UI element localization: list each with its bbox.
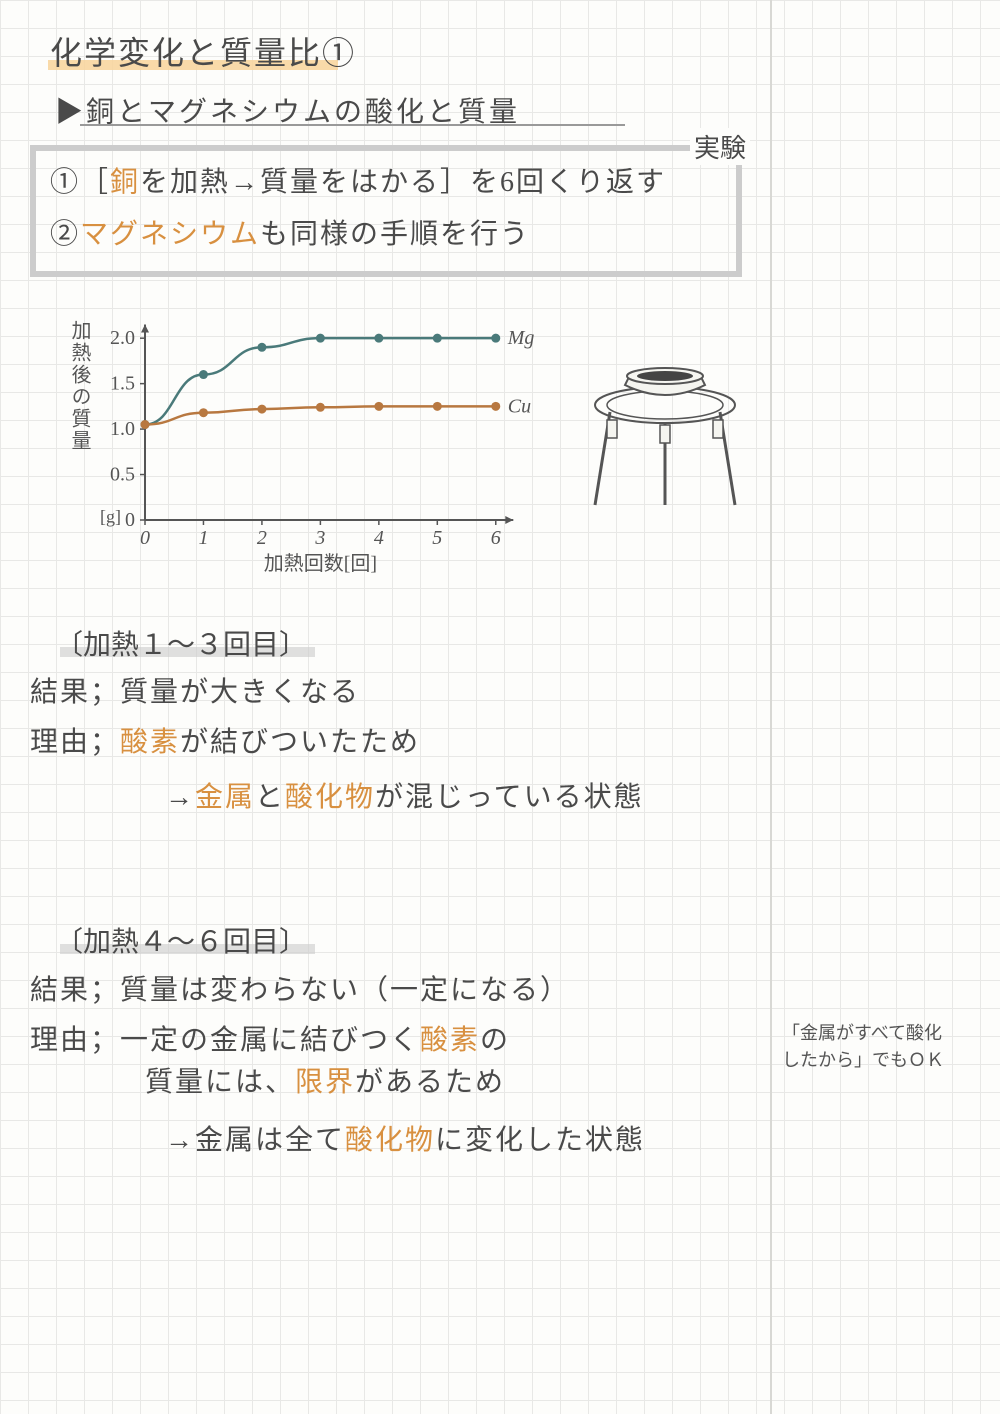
svg-text:1: 1 [198, 527, 208, 549]
margin-line [770, 0, 772, 1414]
section1-heading: 〔加熱１～３回目〕 [55, 623, 307, 663]
svg-text:[g]: [g] [100, 506, 121, 526]
svg-text:3: 3 [314, 527, 325, 549]
oxidation-chart: 0 0.5 1.0 1.5 2.0 0 1 2 3 4 5 6 [g] 加熱回数[回] Mg Cu [85, 300, 565, 580]
experiment-line-2: ②マグネシウムも同様の手順を行う [50, 212, 530, 252]
experiment-line-1: ①［銅を加熱→質量をはかる］を6回くり返す [50, 160, 666, 200]
margin-note: 「金属がすべて酸化 したから」でもＯＫ [782, 1020, 944, 1074]
page-title: 化学変化と質量比① [50, 28, 356, 74]
subtitle-underline [80, 124, 625, 126]
section2-heading: 〔加熱４～６回目〕 [55, 920, 307, 960]
section1-reason: 理由；酸素が結びついたため [30, 720, 420, 760]
svg-text:6: 6 [491, 527, 501, 549]
section1-arrow-line: →金属と酸化物が混じっている状態 [165, 775, 644, 815]
experiment-tag: 実験 [690, 128, 750, 165]
svg-text:1.5: 1.5 [110, 373, 135, 395]
svg-text:5: 5 [432, 527, 442, 549]
svg-text:0: 0 [125, 509, 135, 531]
svg-text:0.5: 0.5 [110, 464, 135, 486]
section2-result: 結果；質量は変わらない（一定になる） [30, 968, 570, 1008]
svg-text:1.0: 1.0 [110, 418, 135, 440]
svg-text:Cu: Cu [508, 395, 531, 417]
apparatus-icon [570, 350, 760, 510]
svg-text:2: 2 [257, 527, 267, 549]
svg-text:0: 0 [140, 527, 150, 549]
svg-text:Mg: Mg [507, 327, 535, 349]
section2-arrow-line: →金属は全て酸化物に変化した状態 [165, 1118, 645, 1158]
svg-text:2.0: 2.0 [110, 327, 135, 349]
section2-reason-line2: 質量には、限界があるため [145, 1060, 505, 1100]
svg-text:4: 4 [374, 527, 384, 549]
section1-result: 結果；質量が大きくなる [30, 670, 360, 710]
section2-reason-line1: 理由；一定の金属に結びつく酸素の [30, 1018, 510, 1058]
svg-text:加熱回数[回]: 加熱回数[回] [264, 552, 377, 575]
